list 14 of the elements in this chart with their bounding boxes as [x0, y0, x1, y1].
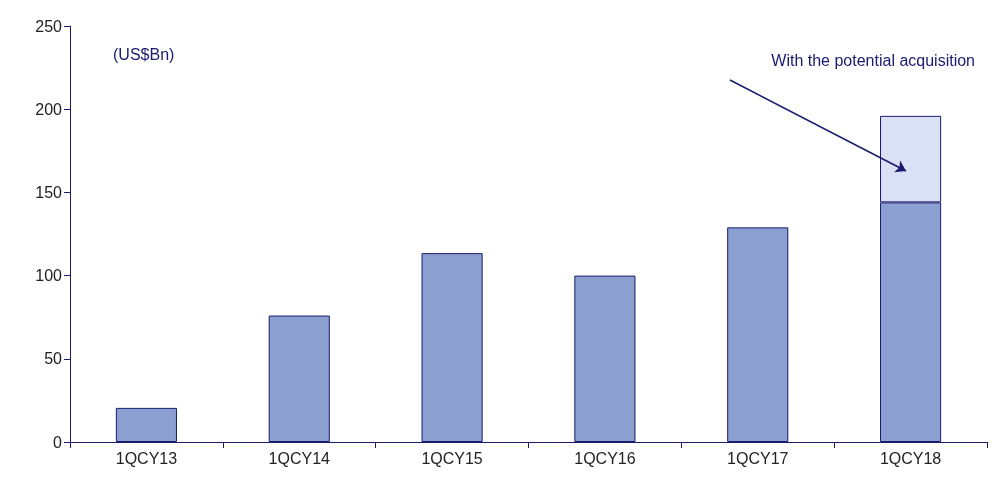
y-tick-label: 50: [44, 350, 63, 368]
x-tick-label: 1QCY17: [727, 449, 789, 467]
x-tick-label: 1QCY16: [574, 449, 636, 467]
y-tick-label: 0: [53, 433, 63, 451]
y-tick-label: 250: [35, 17, 63, 35]
annotation: With the potential acquisition: [771, 51, 975, 69]
y-tick-label: 100: [35, 267, 63, 285]
x-tick-label: 1QCY14: [268, 449, 331, 467]
x-tick-label: 1QCY15: [421, 449, 483, 467]
x-tick-label: 1QCY13: [115, 449, 178, 467]
annotation: (US$Bn): [113, 45, 175, 63]
y-tick-label: 150: [35, 183, 63, 201]
y-tick-label: 200: [35, 100, 63, 118]
x-tick-label: 1QCY18: [879, 449, 942, 467]
